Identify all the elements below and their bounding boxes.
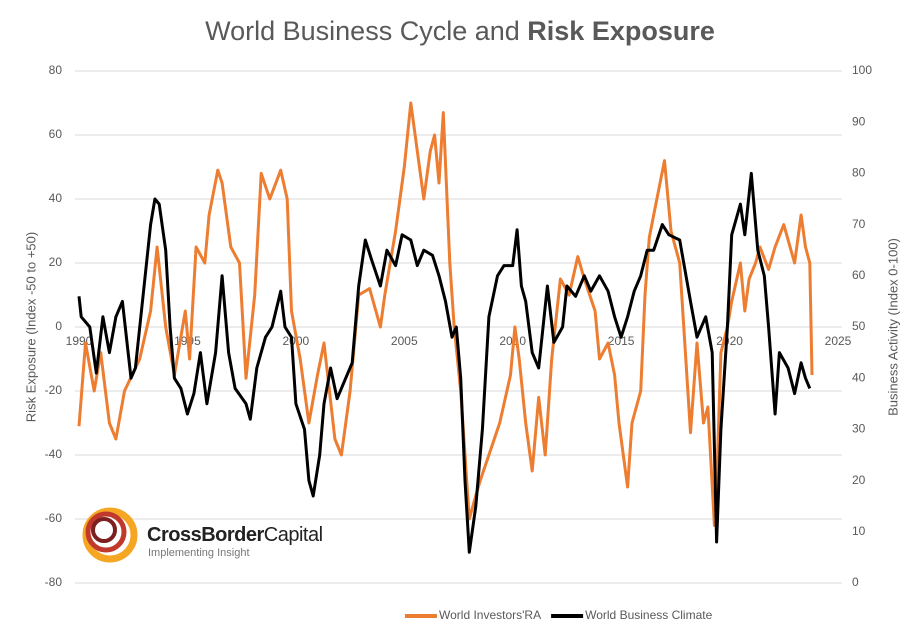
logo-name-bold: CrossBorder xyxy=(147,524,264,546)
y2-axis-label: Business Activity (Index 0-100) xyxy=(885,238,900,416)
y2-tick-label: 60 xyxy=(852,268,866,282)
x-tick-label: 1990 xyxy=(66,334,93,348)
logo-ring xyxy=(91,517,117,543)
y-tick-label: 80 xyxy=(49,63,63,77)
x-tick-label: 2020 xyxy=(716,334,743,348)
logo-name-regular: Capital xyxy=(264,524,323,546)
y-tick-label: -60 xyxy=(45,511,63,525)
series-line xyxy=(77,101,814,527)
x-tick-label: 2005 xyxy=(391,334,418,348)
plot xyxy=(77,101,814,554)
logo-ring xyxy=(85,511,127,553)
y-tick-label: -40 xyxy=(45,447,63,461)
y-tick-label: 0 xyxy=(55,319,62,333)
y-tick-label: -20 xyxy=(45,383,63,397)
grid: -80 -60 -40 -20 0 20 40 60 80 0 10 20 30 40 50 60 70 80 90… xyxy=(45,63,873,589)
x-tick-label: 2025 xyxy=(825,334,852,348)
y2-tick-label: 80 xyxy=(852,166,866,180)
y2-tick-label: 100 xyxy=(852,63,872,77)
chart-title: World Business Cycle and Risk Exposure xyxy=(205,16,715,46)
logo-name: CrossBorderCapital xyxy=(147,524,323,546)
legend-label: World Investors'RA xyxy=(439,608,541,622)
y2-tick-label: 50 xyxy=(852,319,866,333)
y2-tick-label: 70 xyxy=(852,217,866,231)
y2-tick-label: 30 xyxy=(852,422,866,436)
y-tick-label: 20 xyxy=(49,255,63,269)
logo-tagline: Implementing Insight xyxy=(148,547,250,559)
legend: World Investors'RA World Business Climate xyxy=(405,608,713,622)
y-tick-label: 60 xyxy=(49,127,63,141)
y2-tick-label: 0 xyxy=(852,575,859,589)
y2-tick-label: 20 xyxy=(852,473,866,487)
title-text: World Business Cycle and xyxy=(205,16,520,46)
y-axis-label: Risk Exposure (Index -50 to +50) xyxy=(23,232,38,422)
x-tick-label: 2015 xyxy=(608,334,635,348)
y2-tick-label: 10 xyxy=(852,524,866,538)
series-line xyxy=(77,171,812,554)
legend-label: World Business Climate xyxy=(585,608,712,622)
y2-tick-label: 40 xyxy=(852,370,866,384)
y-tick-label: 40 xyxy=(49,191,63,205)
title-emphasis: Risk Exposure xyxy=(527,16,715,46)
logo: CrossBorderCapital Implementing Insight xyxy=(82,507,323,563)
y2-tick-label: 90 xyxy=(852,114,866,128)
y-tick-label: -80 xyxy=(45,575,63,589)
